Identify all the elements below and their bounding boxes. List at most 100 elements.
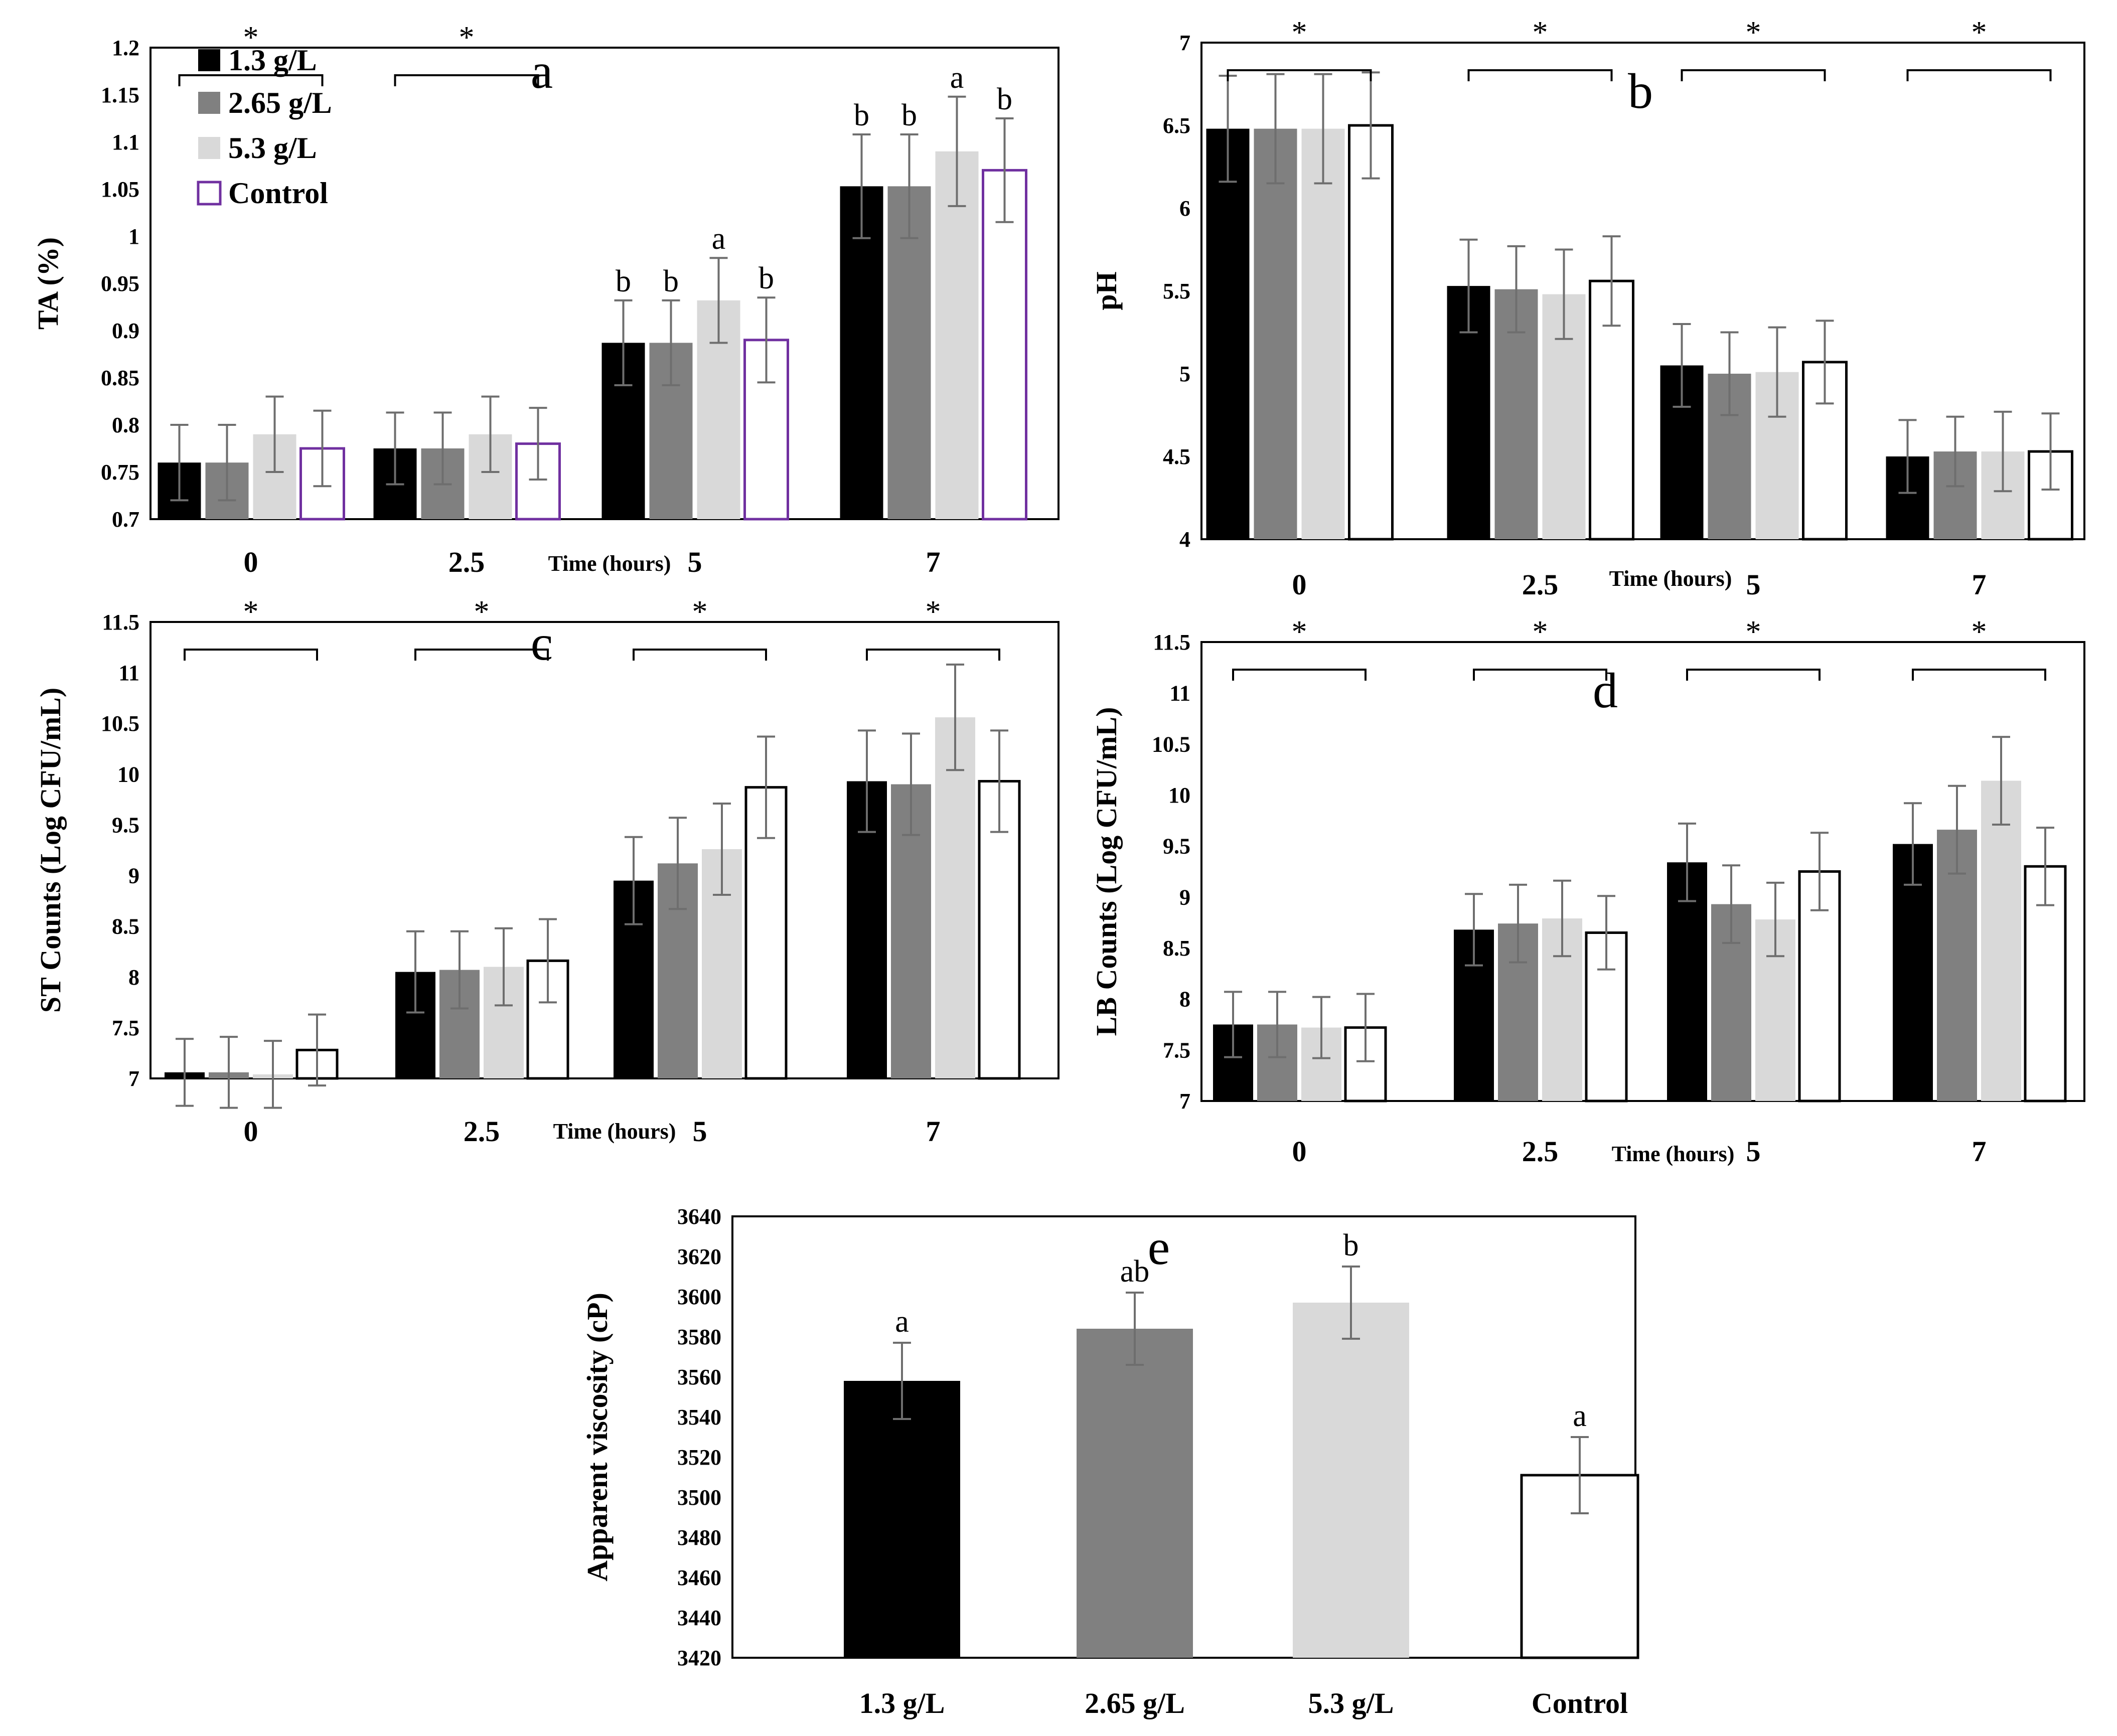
y-tick-label-b: 4.5 — [1163, 444, 1190, 469]
bar-d-s3-c0 — [1344, 1026, 1387, 1102]
x-category-label-a: 5 — [688, 546, 702, 578]
y-tick-label-e: 3440 — [677, 1606, 721, 1630]
error-bar-d-s3-c2 — [1810, 832, 1829, 911]
bar-a-s2-c3 — [935, 151, 979, 519]
y-tick-label-a: 0.75 — [101, 460, 139, 485]
y-tick-label-c: 7 — [128, 1066, 139, 1091]
y-tick-label-c: 10.5 — [101, 711, 139, 736]
y-tick-label-e: 3620 — [677, 1244, 721, 1269]
error-bar-b-s1-c2 — [1720, 331, 1739, 416]
significance-bracket-b — [1227, 69, 1372, 81]
x-category-label-b: 2.5 — [1522, 568, 1559, 601]
error-bar-d-s0-c3 — [1904, 802, 1922, 886]
bracket-line — [1467, 69, 1613, 81]
x-category-label-e: 2.65 g/L — [1085, 1687, 1185, 1719]
x-category-label-a: 2.5 — [448, 546, 485, 578]
legend-swatch-0 — [198, 49, 220, 71]
significance-letter-e: a — [895, 1305, 909, 1339]
x-category-label-d: 2.5 — [1522, 1135, 1559, 1168]
error-bar-a-s0-c1 — [386, 411, 404, 486]
bar-b-s3-c0 — [1348, 124, 1394, 541]
y-tick-label-d: 11.5 — [1153, 630, 1190, 655]
significance-star-a: * — [243, 21, 259, 55]
x-category-label-a: 0 — [244, 546, 258, 578]
error-bar-a-s2-c0 — [265, 395, 284, 473]
significance-star-b: * — [1972, 16, 1987, 50]
y-tick-label-e: 3500 — [677, 1485, 721, 1510]
significance-bracket-c — [866, 649, 1000, 661]
error-bar-d-s2-c3 — [1992, 736, 2010, 826]
error-bar-e-2 — [1342, 1266, 1360, 1340]
y-tick-label-a: 1.1 — [112, 130, 139, 154]
bracket-line — [178, 74, 324, 86]
error-bar-a-s3-c1 — [529, 407, 547, 481]
error-bar-d-s2-c2 — [1766, 881, 1784, 958]
y-tick-label-d: 10.5 — [1152, 732, 1190, 756]
error-bar-c-s2-c1 — [495, 927, 513, 1007]
y-tick-label-a: 1.2 — [112, 36, 139, 60]
legend-swatch-2 — [198, 137, 220, 159]
significance-letter-a: b — [759, 261, 774, 295]
y-tick-label-c: 11.5 — [102, 610, 139, 635]
significance-star-c: * — [474, 595, 490, 629]
y-tick-label-b: 6.5 — [1163, 113, 1190, 138]
error-bar-a-s0-c3 — [852, 133, 871, 239]
bar-a-s3-c3 — [982, 169, 1027, 521]
error-bar-c-s0-c1 — [406, 930, 424, 1014]
error-bar-a-s2-c3 — [948, 95, 966, 207]
legend: 1.3 g/L 2.65 g/L 5.3 g/L Control — [197, 44, 332, 210]
y-tick-label-a: 0.7 — [112, 507, 139, 532]
error-bar-b-s3-c2 — [1816, 320, 1834, 405]
error-bar-b-s1-c1 — [1507, 245, 1526, 334]
error-bar-d-s1-c3 — [1948, 784, 1966, 875]
significance-letter-a: a — [712, 222, 726, 256]
significance-letter-a: b — [663, 264, 679, 298]
error-bar-c-s0-c2 — [625, 836, 643, 925]
y-tick-label-e: 3480 — [677, 1525, 721, 1550]
error-bar-e-3 — [1571, 1436, 1589, 1514]
x-category-label-d: 0 — [1292, 1135, 1307, 1168]
x-category-label-d: 7 — [1972, 1135, 1987, 1168]
y-axis-label-c: ST Counts (Log CFU/mL) — [34, 688, 67, 1013]
y-tick-label-e: 3640 — [677, 1204, 721, 1229]
legend-swatch-1 — [198, 92, 220, 114]
y-tick-label-e: 3560 — [677, 1365, 721, 1389]
significance-bracket-d — [1912, 669, 2046, 681]
error-bar-b-s0-c3 — [1898, 419, 1917, 494]
x-category-label-b: 7 — [1972, 568, 1987, 601]
bracket-line — [1686, 669, 1821, 681]
significance-star-b: * — [1292, 16, 1307, 50]
error-bar-b-s2-c3 — [1994, 410, 2012, 493]
error-bar-c-s1-c0 — [220, 1036, 238, 1109]
error-bar-b-s1-c0 — [1266, 73, 1285, 185]
error-bar-a-s3-c3 — [995, 117, 1014, 223]
error-bar-b-s0-c1 — [1459, 238, 1478, 334]
error-bar-b-s3-c3 — [2041, 412, 2060, 491]
y-tick-label-d: 9 — [1179, 885, 1190, 909]
y-tick-label-a: 0.8 — [112, 413, 139, 437]
x-category-label-c: 5 — [693, 1115, 707, 1148]
significance-letter-a: b — [854, 98, 869, 132]
y-tick-label-a: 0.95 — [101, 271, 139, 296]
error-bar-c-s2-c2 — [713, 802, 731, 896]
bar-d-s1-c3 — [1937, 830, 1977, 1101]
significance-star-d: * — [1292, 615, 1307, 649]
y-tick-label-b: 5 — [1179, 362, 1190, 386]
bar-b-s3-c3 — [2028, 450, 2073, 541]
error-bar-a-s1-c3 — [900, 133, 919, 239]
significance-star-c: * — [926, 595, 941, 629]
error-bar-c-s1-c2 — [669, 817, 687, 910]
y-axis-label-d: LB Counts (Log CFU/mL) — [1090, 707, 1123, 1036]
bar-a-s0-c3 — [840, 186, 883, 519]
y-tick-label-d: 10 — [1168, 783, 1190, 808]
bracket-line — [394, 74, 539, 86]
y-tick-label-a: 1.05 — [101, 177, 139, 202]
bar-a-s1-c3 — [887, 186, 931, 519]
x-axis-label-c: Time (hours) — [553, 1119, 676, 1144]
x-category-label-a: 7 — [926, 546, 941, 578]
y-tick-label-a: 1.15 — [101, 83, 139, 107]
significance-letter-a: a — [950, 61, 964, 95]
plot-frame-c — [149, 621, 1060, 1079]
error-bar-b-s2-c2 — [1768, 326, 1786, 418]
bar-e-0 — [844, 1381, 960, 1658]
